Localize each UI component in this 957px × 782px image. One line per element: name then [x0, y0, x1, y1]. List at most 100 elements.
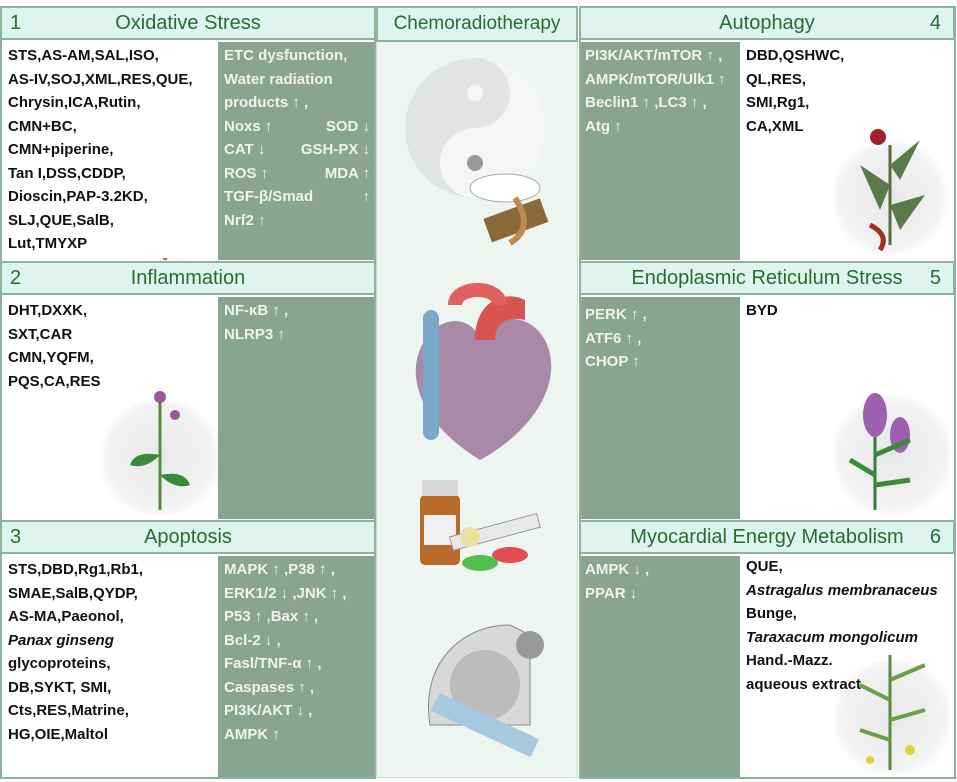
- drug-line: Astragalus membranaceus: [746, 581, 938, 599]
- mechanism: NF-κB ↑ ,: [224, 302, 289, 319]
- drug-line: glycoproteins,: [8, 655, 111, 672]
- drug-line: Lut,TMYXP: [8, 235, 88, 252]
- mechanisms-energy-metabolism: AMPK ↓ , PPAR ↓: [579, 556, 740, 778]
- section-header-inflammation: 2 Inflammation: [0, 261, 376, 295]
- section-title: Apoptosis: [144, 525, 232, 548]
- medicine-syringe-icon: [420, 480, 541, 571]
- drug-line: CMN+BC,: [8, 117, 77, 135]
- drugs-oxidative-stress: STS,AS-AM,SAL,ISO, AS-IV,SOJ,XML,RES,QUE…: [2, 42, 218, 258]
- section-title: Endoplasmic Reticulum Stress: [631, 266, 903, 289]
- mechanism: MAPK ↑ ,P38 ↑ ,: [224, 561, 335, 578]
- mechanism: ERK1/2 ↓ ,JNK ↑ ,: [224, 584, 347, 602]
- yin-yang-watermark: [830, 395, 955, 515]
- section-header-apoptosis: 3 Apoptosis: [0, 520, 376, 554]
- drug-line: Chrysin,ICA,Rutin,: [8, 94, 141, 111]
- mechanism: AMPK/mTOR/Ulk1 ↑: [585, 70, 726, 88]
- section-header-energy-metabolism: Myocardial Energy Metabolism 6: [579, 520, 955, 554]
- plant-illustration: [848, 393, 911, 510]
- drug-line: aqueous extract: [746, 675, 862, 693]
- mechanism: MDA ↑: [324, 164, 370, 182]
- drug-line: STS,AS-AM,SAL,ISO,: [8, 47, 159, 64]
- mechanism: Beclin1 ↑ ,LC3 ↑ ,: [585, 94, 707, 111]
- section-number: 4: [929, 11, 941, 34]
- drug-line: Cts,RES,Matrine,: [8, 702, 129, 719]
- section-title: Myocardial Energy Metabolism: [630, 525, 904, 548]
- mechanism: Water radiation: [224, 70, 333, 88]
- mechanism: P53 ↑ ,Bax ↑ ,: [224, 608, 319, 625]
- mechanism: PERK ↑ ,: [585, 306, 647, 323]
- drugs-energy-metabolism: QUE, Astragalus membranaceus Bunge, Tara…: [740, 553, 955, 713]
- drug-line: CMN,YQFM,: [8, 349, 94, 366]
- mechanism: products ↑ ,: [224, 94, 309, 111]
- mechanism: Nrf2 ↑: [224, 211, 266, 229]
- drug-line: AS-MA,Paeonol,: [8, 608, 124, 625]
- mechanism: AMPK ↓ ,: [585, 561, 650, 578]
- mechanism: AMPK ↑: [224, 725, 280, 743]
- section-number: 2: [10, 266, 22, 289]
- section-number: 5: [929, 266, 941, 289]
- section-header-oxidative-stress: 1 Oxidative Stress: [0, 6, 376, 40]
- drug-line: STS,DBD,Rg1,Rb1,: [8, 561, 144, 578]
- mechanism: CAT ↓: [224, 141, 266, 158]
- mechanism: PI3K/AKT/mTOR ↑ ,: [585, 47, 723, 64]
- drug-line: PQS,CA,RES: [8, 372, 101, 390]
- section-title: Autophagy: [719, 11, 815, 34]
- drug-line: AS-IV,SOJ,XML,RES,QUE,: [8, 70, 193, 88]
- drug-line: HG,OIE,Maltol: [8, 725, 109, 743]
- drug-line: Taraxacum mongolicum: [746, 628, 918, 646]
- mechanism: NLRP3 ↑: [224, 325, 285, 343]
- yin-yang-herbs-illustration: [405, 58, 549, 246]
- drug-line: DBD,QSHWC,: [746, 47, 845, 64]
- drug-line: DHT,DXXK,: [8, 302, 88, 319]
- section-number: 6: [929, 525, 941, 548]
- mechanism: ROS ↑: [224, 164, 269, 182]
- drug-line: Hand.-Mazz.: [746, 652, 833, 669]
- drug-line: Panax ginseng: [8, 631, 114, 649]
- drug-line: SMAE,SalB,QYDP,: [8, 584, 138, 602]
- plant-illustration: [130, 391, 190, 510]
- mechanism: Atg ↑: [585, 117, 622, 135]
- mechanisms-apoptosis: MAPK ↑ ,P38 ↑ , ERK1/2 ↓ ,JNK ↑ , P53 ↑ …: [218, 556, 376, 778]
- radiotherapy-machine-icon: [428, 624, 544, 758]
- mechanism: Noxs ↑: [224, 117, 273, 135]
- drug-line: Tan I,DSS,CDDP,: [8, 164, 126, 182]
- drug-line: QUE,: [746, 558, 783, 575]
- drug-line: Dioscin,PAP-3.2KD,: [8, 188, 148, 205]
- mechanism: Bcl-2 ↓ ,: [224, 631, 281, 649]
- mechanisms-inflammation: NF-κB ↑ , NLRP3 ↑: [218, 297, 376, 519]
- section-title: Inflammation: [130, 266, 246, 289]
- drug-line: QL,RES,: [746, 70, 807, 88]
- plant-illustration: [859, 655, 926, 770]
- section-header-autophagy: Autophagy 4: [579, 6, 955, 40]
- section-number: 3: [10, 525, 22, 548]
- drug-line: CA,XML: [746, 117, 804, 135]
- drug-line: SXT,CAR: [8, 325, 73, 343]
- drug-line: DB,SYKT, SMI,: [8, 678, 112, 696]
- mechanism: GSH-PX ↓: [300, 141, 370, 158]
- mechanism: ETC dysfunction,: [224, 47, 348, 64]
- section-header-er-stress: Endoplasmic Reticulum Stress 5: [579, 261, 955, 295]
- plant-illustration: [860, 129, 925, 252]
- drug-line: SMI,Rg1,: [746, 94, 810, 111]
- section-number: 1: [10, 11, 22, 34]
- drugs-apoptosis: STS,DBD,Rg1,Rb1, SMAE,SalB,QYDP, AS-MA,P…: [2, 556, 218, 776]
- mechanisms-er-stress: PERK ↑ , ATF6 ↑ , CHOP ↑: [579, 297, 740, 519]
- drug-line: CMN+piperine,: [8, 141, 114, 158]
- drug-line: BYD: [746, 302, 778, 319]
- drug-line: Bunge,: [746, 605, 797, 622]
- mechanisms-oxidative-stress: ETC dysfunction, Water radiation product…: [218, 42, 376, 260]
- mechanism: ↑: [362, 188, 371, 205]
- mechanism: ATF6 ↑ ,: [585, 329, 642, 347]
- mechanisms-autophagy: PI3K/AKT/mTOR ↑ , AMPK/mTOR/Ulk1 ↑ Becli…: [579, 42, 740, 260]
- mechanism: SOD ↓: [325, 117, 370, 135]
- drug-line: SLJ,QUE,SalB,: [8, 211, 114, 229]
- mechanism: PPAR ↓: [585, 584, 638, 602]
- section-title: Oxidative Stress: [115, 11, 261, 34]
- mechanism: CHOP ↑: [585, 353, 640, 370]
- heart-icon: [415, 283, 552, 460]
- mechanism: Fasl/TNF-α ↑ ,: [224, 655, 322, 672]
- mechanism: Caspases ↑ ,: [224, 678, 315, 696]
- mechanism: TGF-β/Smad: [224, 188, 314, 205]
- chemoradiotherapy-title: Chemoradiotherapy: [376, 6, 578, 42]
- mechanism: PI3K/AKT ↓ ,: [224, 702, 313, 719]
